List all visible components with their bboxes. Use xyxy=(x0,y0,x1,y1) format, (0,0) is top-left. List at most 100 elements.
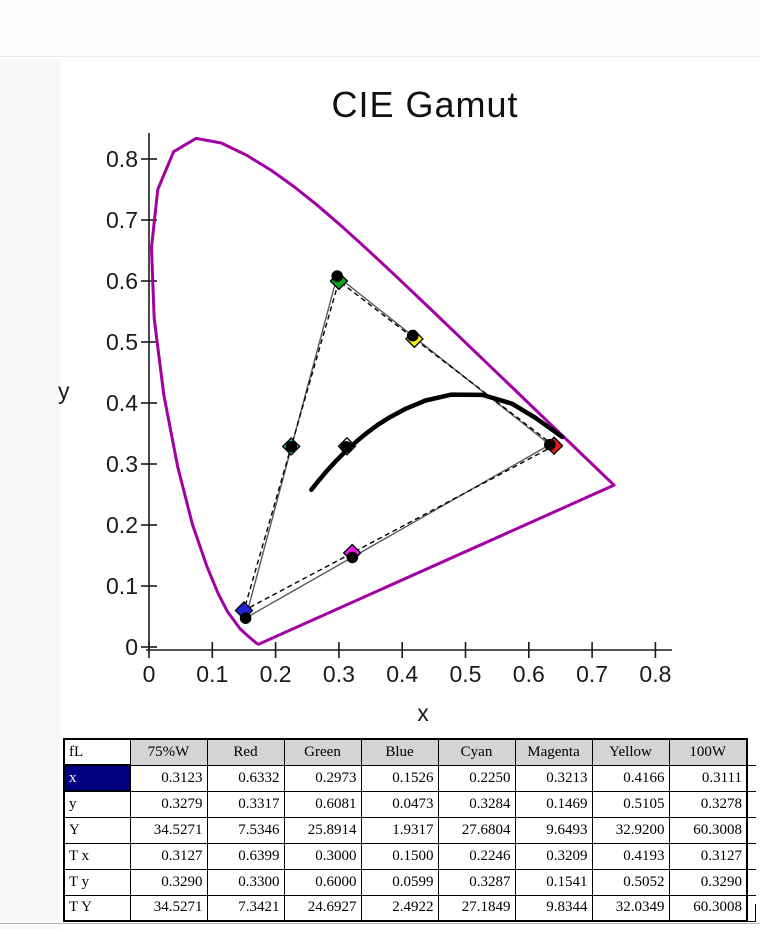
cell-x-Magenta[interactable]: 0.3213 xyxy=(514,764,593,792)
table-row-y: y 0.3279 0.3317 0.6081 0.0473 0.3284 0.1469 0.5… xyxy=(63,790,748,818)
table-clipped-border-stub xyxy=(747,921,756,922)
y-tick-label: 0.7 xyxy=(106,207,138,233)
table-row-Y: Y 34.5271 7.5346 25.8914 1.9317 27.6804 9.6493… xyxy=(63,816,748,844)
cell-T x-75%W[interactable]: 0.3127 xyxy=(129,842,208,870)
data-table: fL 75%W Red Green Blue Cyan Magenta Yellow 100W x… xyxy=(63,738,748,922)
cell-T Y-Magenta[interactable]: 9.8344 xyxy=(514,894,593,922)
cell-x-Red[interactable]: 0.6332 xyxy=(206,764,285,792)
cell-T Y-Blue[interactable]: 2.4922 xyxy=(360,894,439,922)
row-header-x-selected[interactable]: x xyxy=(63,764,131,792)
y-tick-label: 0.5 xyxy=(106,329,138,355)
cell-y-Magenta[interactable]: 0.1469 xyxy=(514,790,593,818)
cell-y-Blue[interactable]: 0.0473 xyxy=(360,790,439,818)
y-tick-label: 0.8 xyxy=(106,146,138,172)
cell-T y-Green[interactable]: 0.6000 xyxy=(283,868,362,896)
cell-T y-Magenta[interactable]: 0.1541 xyxy=(514,868,593,896)
row-header-y[interactable]: y xyxy=(63,790,131,818)
y-tick-label: 0.6 xyxy=(106,268,138,294)
bottom-divider xyxy=(0,923,760,924)
spectral-locus-curve xyxy=(149,136,616,646)
row-header-T Y[interactable]: T Y xyxy=(63,894,131,922)
cell-T x-Green[interactable]: 0.3000 xyxy=(283,842,362,870)
cell-x-Green[interactable]: 0.2973 xyxy=(283,764,362,792)
cell-T Y-Yellow[interactable]: 32.0349 xyxy=(591,894,670,922)
measured-point-magenta xyxy=(346,551,359,564)
cell-Y-Red[interactable]: 7.5346 xyxy=(206,816,285,844)
cell-y-Green[interactable]: 0.6081 xyxy=(283,790,362,818)
cell-y-75%W[interactable]: 0.3279 xyxy=(129,790,208,818)
cell-T x-Yellow[interactable]: 0.4193 xyxy=(591,842,670,870)
x-tick-label: 0.2 xyxy=(260,661,292,687)
table-clipped-border-stub xyxy=(747,843,756,844)
cell-Y-Cyan[interactable]: 27.6804 xyxy=(437,816,516,844)
cell-T y-Red[interactable]: 0.3300 xyxy=(206,868,285,896)
cell-y-100W[interactable]: 0.3278 xyxy=(668,790,748,818)
cell-T x-Red[interactable]: 0.6399 xyxy=(206,842,285,870)
table-corner-cell[interactable]: fL xyxy=(63,738,131,766)
column-header-Yellow[interactable]: Yellow xyxy=(591,738,670,766)
cell-x-Blue[interactable]: 0.1526 xyxy=(360,764,439,792)
left-margin xyxy=(0,58,60,929)
cell-T x-Cyan[interactable]: 0.2246 xyxy=(437,842,516,870)
cell-x-Yellow[interactable]: 0.4166 xyxy=(591,764,670,792)
cell-T Y-75%W[interactable]: 34.5271 xyxy=(129,894,208,922)
cell-T y-Cyan[interactable]: 0.3287 xyxy=(437,868,516,896)
column-header-Magenta[interactable]: Magenta xyxy=(514,738,593,766)
column-header-Blue[interactable]: Blue xyxy=(360,738,439,766)
table-clipped-border-stub xyxy=(747,765,756,766)
table-row-T Y: T Y 34.5271 7.3421 24.6927 2.4922 27.1849 9.83… xyxy=(63,894,748,922)
cell-T y-75%W[interactable]: 0.3290 xyxy=(129,868,208,896)
table-clipped-border-stub xyxy=(747,817,756,818)
cell-y-Cyan[interactable]: 0.3284 xyxy=(437,790,516,818)
measured-point-red xyxy=(544,438,556,451)
x-tick-label: 0 xyxy=(143,661,156,687)
cell-T Y-Cyan[interactable]: 27.1849 xyxy=(437,894,516,922)
cell-Y-Green[interactable]: 25.8914 xyxy=(283,816,362,844)
cell-x-Cyan[interactable]: 0.2250 xyxy=(437,764,516,792)
table-clipped-border-stub xyxy=(747,869,756,870)
row-header-T x[interactable]: T x xyxy=(63,842,131,870)
x-tick-label: 0.1 xyxy=(196,661,228,687)
color-measurement-table: fL 75%W Red Green Blue Cyan Magenta Yellow 100W x… xyxy=(63,738,748,922)
measured-point-yellow xyxy=(406,329,419,342)
x-tick-label: 0.7 xyxy=(576,661,608,687)
column-header-Cyan[interactable]: Cyan xyxy=(437,738,516,766)
cell-T Y-Red[interactable]: 7.3421 xyxy=(206,894,285,922)
row-header-Y[interactable]: Y xyxy=(63,816,131,844)
row-header-T y[interactable]: T y xyxy=(63,868,131,896)
column-header-75%W[interactable]: 75%W xyxy=(129,738,208,766)
y-tick-label: 0.1 xyxy=(106,573,138,599)
chart-title: CIE Gamut xyxy=(331,84,519,125)
measured-point-green xyxy=(331,270,343,282)
top-band xyxy=(0,0,760,57)
cell-T x-100W[interactable]: 0.3127 xyxy=(668,842,748,870)
cell-x-100W[interactable]: 0.3111 xyxy=(668,764,748,792)
x-tick-label: 0.6 xyxy=(513,661,545,687)
table-clipped-border-stub xyxy=(747,791,756,792)
column-header-100W[interactable]: 100W xyxy=(668,738,748,766)
cell-x-75%W[interactable]: 0.3123 xyxy=(129,764,208,792)
table-header-row: fL 75%W Red Green Blue Cyan Magenta Yellow 100W xyxy=(63,738,748,766)
x-tick-label: 0.4 xyxy=(386,661,418,687)
cell-T x-Blue[interactable]: 0.1500 xyxy=(360,842,439,870)
x-axis-label: x xyxy=(417,700,429,726)
column-header-Green[interactable]: Green xyxy=(283,738,362,766)
cell-T Y-Green[interactable]: 24.6927 xyxy=(283,894,362,922)
cell-Y-Yellow[interactable]: 32.9200 xyxy=(591,816,670,844)
cell-Y-Magenta[interactable]: 9.6493 xyxy=(514,816,593,844)
table-clipped-border-stub xyxy=(747,895,756,896)
cell-T Y-100W[interactable]: 60.3008 xyxy=(668,894,748,922)
cell-y-Yellow[interactable]: 0.5105 xyxy=(591,790,670,818)
measured-point-blue xyxy=(239,612,252,624)
cell-T y-100W[interactable]: 0.3290 xyxy=(668,868,748,896)
planckian-locus-curve xyxy=(309,392,565,493)
cell-Y-Blue[interactable]: 1.9317 xyxy=(360,816,439,844)
table-row-x: x 0.3123 0.6332 0.2973 0.1526 0.2250 0.3213 0.4… xyxy=(63,764,748,792)
cell-y-Red[interactable]: 0.3317 xyxy=(206,790,285,818)
cell-T y-Blue[interactable]: 0.0599 xyxy=(360,868,439,896)
cell-T x-Magenta[interactable]: 0.3209 xyxy=(514,842,593,870)
cell-T y-Yellow[interactable]: 0.5052 xyxy=(591,868,670,896)
cell-Y-75%W[interactable]: 34.5271 xyxy=(129,816,208,844)
column-header-Red[interactable]: Red xyxy=(206,738,285,766)
cell-Y-100W[interactable]: 60.3008 xyxy=(668,816,748,844)
